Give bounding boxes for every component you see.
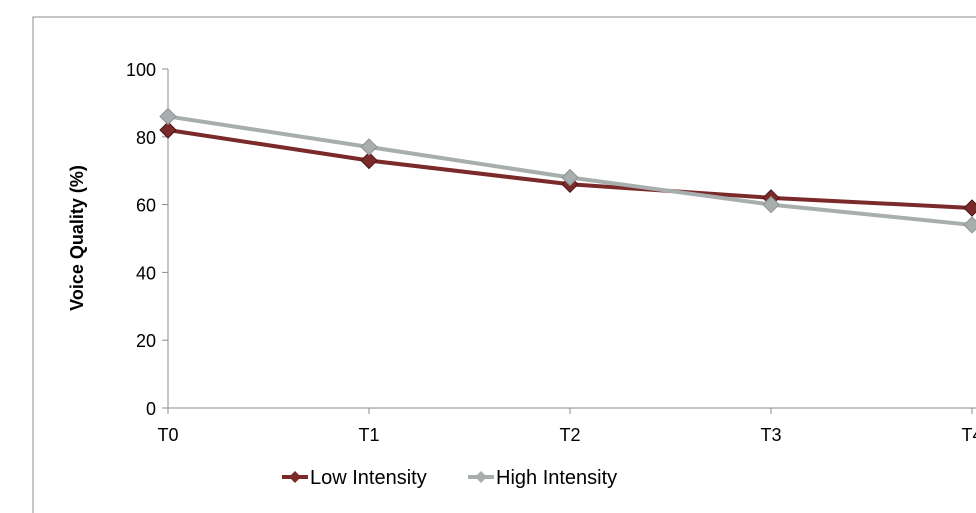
data-point-low-intensity — [360, 151, 378, 170]
x-tick-label: T0 — [157, 425, 178, 445]
legend-marker — [289, 471, 301, 483]
y-tick-label: 20 — [136, 331, 156, 351]
data-point-high-intensity — [561, 168, 579, 187]
legend-label: High Intensity — [496, 467, 617, 489]
data-point-high-intensity — [159, 107, 177, 126]
y-tick-label: 60 — [136, 196, 156, 216]
x-tick-label: T1 — [358, 425, 379, 445]
x-tick-label: T2 — [559, 425, 580, 445]
x-tick-label: T4 — [961, 425, 976, 445]
y-tick-label: 100 — [126, 60, 156, 80]
data-point-high-intensity — [360, 138, 378, 156]
legend-label: Low Intensity — [310, 467, 427, 489]
chart-border — [32, 16, 976, 513]
legend-item-high-intensity: High Intensity — [468, 467, 617, 489]
data-point-high-intensity — [963, 216, 976, 234]
data-point-low-intensity — [963, 199, 976, 217]
x-axis: T0 T1 T2 T3 T4 — [157, 407, 976, 445]
x-tick-label: T3 — [760, 425, 781, 445]
y-axis-title: Voice Quality (%) — [67, 165, 87, 311]
y-tick-label: 0 — [146, 399, 156, 419]
data-point-high-intensity — [762, 195, 780, 214]
series-high-intensity — [159, 107, 976, 234]
y-tick-label: 40 — [136, 263, 156, 283]
series-layer — [159, 107, 976, 234]
legend-marker — [475, 471, 487, 483]
y-tick-label: 80 — [136, 128, 156, 148]
data-point-low-intensity — [159, 121, 177, 139]
y-axis: 0 20 40 60 80 100 — [126, 60, 169, 419]
legend-item-low-intensity: Low Intensity — [282, 467, 427, 489]
legend: Low Intensity High Intensity — [282, 467, 617, 489]
